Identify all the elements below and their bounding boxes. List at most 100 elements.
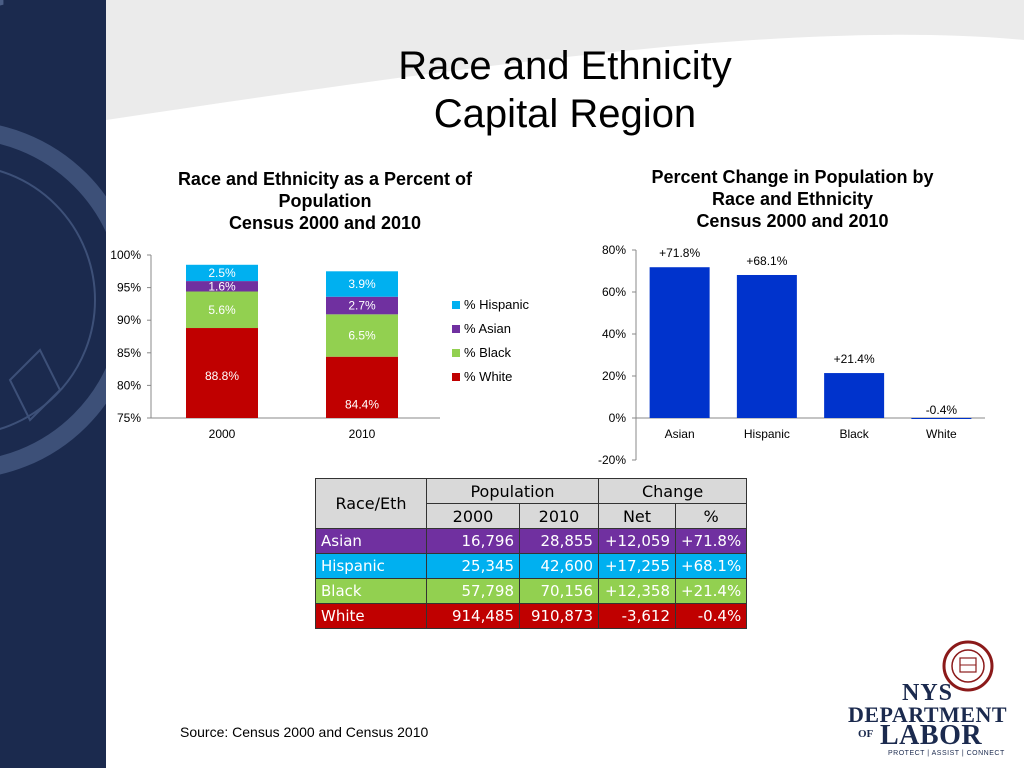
- data-label: 88.8%: [205, 369, 239, 383]
- table-row: Hispanic 25,345 42,600 +17,255 +68.1%: [315, 553, 748, 579]
- legend-swatch: [452, 373, 460, 381]
- row-pct: +21.4%: [674, 578, 748, 604]
- source-note: Source: Census 2000 and Census 2010: [180, 724, 429, 740]
- row-net: +12,358: [598, 578, 676, 604]
- bar-segment: [186, 281, 258, 292]
- y-tick-label: 85%: [117, 346, 141, 360]
- header-net: Net: [598, 503, 676, 529]
- data-label: +71.8%: [659, 246, 700, 260]
- data-label: +68.1%: [746, 254, 787, 268]
- sidebar-seal-text: NEW YORK LABOR: [0, 0, 106, 34]
- bar-segment: [186, 264, 258, 282]
- row-2000: 914,485: [426, 603, 520, 629]
- row-2000: 25,345: [426, 553, 520, 579]
- change-chart-title-line3: Census 2000 and 2010: [696, 211, 889, 231]
- x-tick-label: White: [926, 427, 957, 441]
- row-2010: 910,873: [519, 603, 599, 629]
- sidebar-band: NEW YORK LABOR: [0, 0, 106, 768]
- row-name: Asian: [315, 528, 427, 554]
- slide-title-line1: Race and Ethnicity: [398, 44, 732, 88]
- logo-tagline: PROTECT | ASSIST | CONNECT: [888, 750, 1005, 757]
- data-label: 5.6%: [208, 303, 236, 317]
- data-label: 1.6%: [208, 279, 236, 293]
- legend-label: % Hispanic: [464, 297, 530, 312]
- x-tick-label: Black: [839, 427, 869, 441]
- y-tick-label: 80%: [602, 243, 626, 257]
- row-2010: 42,600: [519, 553, 599, 579]
- bar: [824, 373, 885, 418]
- dol-logo: NYS DEPARTMENT OF LABOR PROTECT | ASSIST…: [840, 640, 1010, 760]
- data-label: 6.5%: [348, 329, 376, 343]
- stacked-bar-chart: 75% 80% 85% 90% 95% 100% 88.8% 5.6% 1.6%2.5% 2000…: [110, 248, 530, 441]
- bar-segment: [326, 314, 398, 357]
- header-change: Change: [597, 478, 748, 504]
- table-row: Black 57,798 70,156 +12,358 +21.4%: [315, 578, 748, 604]
- top-swoosh-decoration: [106, 0, 1024, 120]
- logo-labor: LABOR: [880, 720, 983, 751]
- row-net: -3,612: [598, 603, 676, 629]
- row-2010: 70,156: [519, 578, 599, 604]
- y-tick-label: 60%: [602, 285, 626, 299]
- header-race-eth: Race/Eth: [315, 478, 427, 529]
- row-2000: 57,798: [426, 578, 520, 604]
- row-2000: 16,796: [426, 528, 520, 554]
- slide-title: Race and Ethnicity Capital Region: [106, 42, 1024, 138]
- legend-label: % White: [464, 369, 512, 384]
- header-2010: 2010: [519, 503, 599, 529]
- y-tick-label: 20%: [602, 369, 626, 383]
- stacked-chart-title-line1: Race and Ethnicity as a Percent of: [177, 169, 473, 189]
- state-seal-icon: NEW YORK LABOR: [0, 0, 106, 475]
- bar-segment: [186, 291, 258, 329]
- bar: [911, 418, 972, 419]
- table-header-row: Race/Eth Population Change: [315, 478, 748, 529]
- data-label: 2.5%: [208, 266, 236, 280]
- header-2000: 2000: [426, 503, 520, 529]
- change-chart-title-line1: Percent Change in Population by: [651, 167, 934, 187]
- row-net: +12,059: [598, 528, 676, 554]
- row-name: Hispanic: [315, 553, 427, 579]
- slide-title-line2: Capital Region: [433, 92, 697, 136]
- row-pct: +68.1%: [674, 553, 748, 579]
- y-tick-label: 90%: [117, 313, 141, 327]
- data-label: 2.7%: [348, 299, 376, 313]
- row-2010: 28,855: [519, 528, 599, 554]
- row-name: White: [315, 603, 427, 629]
- data-label: 84.4%: [345, 398, 379, 412]
- stacked-chart-title-line3: Census 2000 and 2010: [228, 213, 422, 233]
- y-tick-label: 95%: [117, 281, 141, 295]
- table-row: White 914,485 910,873 -3,612 -0.4%: [315, 603, 748, 629]
- y-tick-label: 0%: [609, 411, 627, 425]
- bar: [649, 267, 710, 418]
- department-seal-icon: [942, 640, 994, 692]
- y-tick-label: 40%: [602, 327, 626, 341]
- percent-change-chart: -20% 0% 20% 40% 60% 80% +71.8% Asian +68.1% Hispa…: [598, 243, 985, 467]
- legend-swatch: [452, 301, 460, 309]
- logo-of: OF: [858, 728, 874, 740]
- legend-swatch: [452, 325, 460, 333]
- change-chart-title-line2: Race and Ethnicity: [711, 189, 874, 209]
- bar: [736, 274, 797, 418]
- x-tick-label: 2000: [209, 427, 236, 441]
- stacked-chart-title: Race and Ethnicity as a Percent of Popul…: [120, 168, 530, 234]
- data-label: +21.4%: [834, 352, 875, 366]
- header-population: Population: [426, 478, 599, 504]
- logo-nys: NYS: [902, 680, 954, 706]
- y-tick-label: 80%: [117, 378, 141, 392]
- data-table-container: Race/Eth Population Change 2000 2010 Net…: [315, 478, 748, 629]
- population-table: Race/Eth Population Change 2000 2010 Net…: [315, 478, 748, 629]
- bar-segment: [186, 328, 258, 418]
- row-name: Black: [315, 578, 427, 604]
- bar-segment: [326, 296, 398, 315]
- table-subheader-row: 2000 2010 Net %: [316, 503, 748, 529]
- legend-label: % Black: [464, 345, 511, 360]
- bar-segment: [326, 356, 398, 418]
- stacked-chart-title-line2: Population: [278, 191, 372, 211]
- x-tick-label: Hispanic: [744, 427, 790, 441]
- legend-swatch: [452, 349, 460, 357]
- y-tick-label: 75%: [117, 411, 141, 425]
- change-chart-title: Percent Change in Population by Race and…: [590, 166, 995, 232]
- data-label: -0.4%: [926, 403, 958, 417]
- logo-department: DEPARTMENT: [848, 702, 1008, 727]
- row-pct: -0.4%: [674, 603, 748, 629]
- x-tick-label: Asian: [665, 427, 695, 441]
